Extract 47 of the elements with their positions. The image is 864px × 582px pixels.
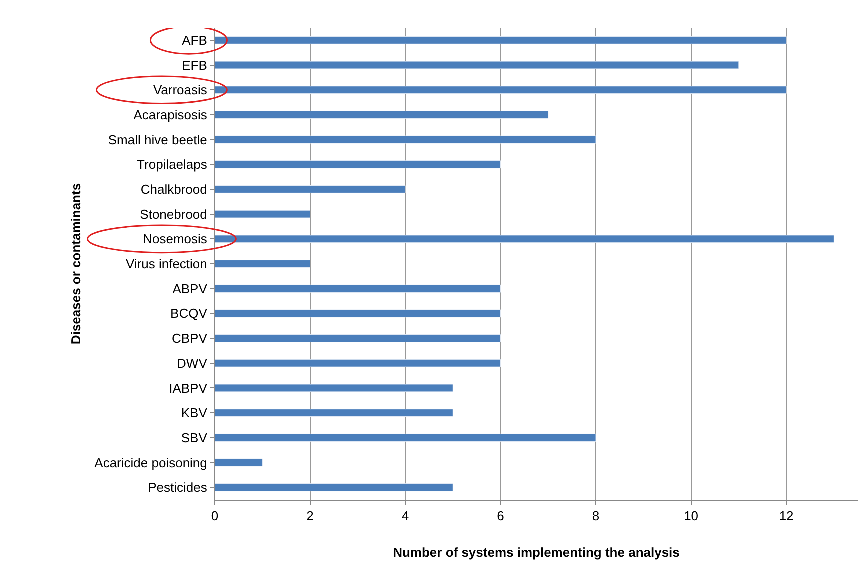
bar xyxy=(215,86,787,94)
y-tick-label: Chalkbrood xyxy=(140,182,208,198)
y-tick-label: EFB xyxy=(182,58,208,73)
x-tick-label: 8 xyxy=(592,508,600,524)
bar xyxy=(215,260,311,268)
x-tick-label: 0 xyxy=(211,508,219,524)
bar xyxy=(215,284,502,293)
bar xyxy=(215,359,502,368)
bar xyxy=(215,310,502,318)
bar xyxy=(215,136,596,144)
bar xyxy=(215,186,406,194)
bar xyxy=(215,160,502,169)
x-tick-label: 2 xyxy=(306,508,314,524)
y-tick-label: Acaricide poisoning xyxy=(94,455,208,470)
y-tick-label: ABPV xyxy=(172,281,208,296)
bar xyxy=(215,384,454,392)
y-tick-label: IABPV xyxy=(169,380,208,396)
x-tick-label: 4 xyxy=(402,508,410,524)
bar xyxy=(215,484,454,492)
y-tick-label: Varroasis xyxy=(153,82,208,98)
y-tick-label: KBV xyxy=(181,406,208,421)
y-tick-label: SBV xyxy=(181,430,208,446)
bar xyxy=(215,235,834,244)
bar xyxy=(215,458,263,467)
y-tick-label: Virus infection xyxy=(126,256,208,272)
x-tick-label: 10 xyxy=(684,508,699,524)
x-tick-label: 6 xyxy=(497,508,504,524)
x-axis-title: Number of systems implementing the analysis xyxy=(393,545,680,560)
bar xyxy=(215,409,454,418)
y-axis-title: Diseases or contaminants xyxy=(68,183,84,345)
y-tick-label: Small hive beetle xyxy=(108,132,208,148)
y-tick-label: Tropilaelaps xyxy=(137,157,208,172)
y-tick-label: Stonebrood xyxy=(140,206,208,222)
y-tick-label: CBPV xyxy=(172,331,208,346)
y-tick-label: BCQV xyxy=(170,306,208,322)
x-tick-label: 12 xyxy=(779,508,794,524)
bar xyxy=(215,434,596,442)
y-tick-label: Pesticides xyxy=(148,480,208,496)
y-tick-label: AFB xyxy=(182,32,208,48)
bar xyxy=(215,210,311,218)
y-tick-label: Acarapisosis xyxy=(134,108,208,122)
bar xyxy=(215,61,740,70)
bar xyxy=(215,110,549,119)
bar xyxy=(215,334,502,342)
y-tick-label: Nosemosis xyxy=(143,232,208,247)
y-tick-label: DWV xyxy=(177,356,208,371)
bar xyxy=(215,36,787,44)
